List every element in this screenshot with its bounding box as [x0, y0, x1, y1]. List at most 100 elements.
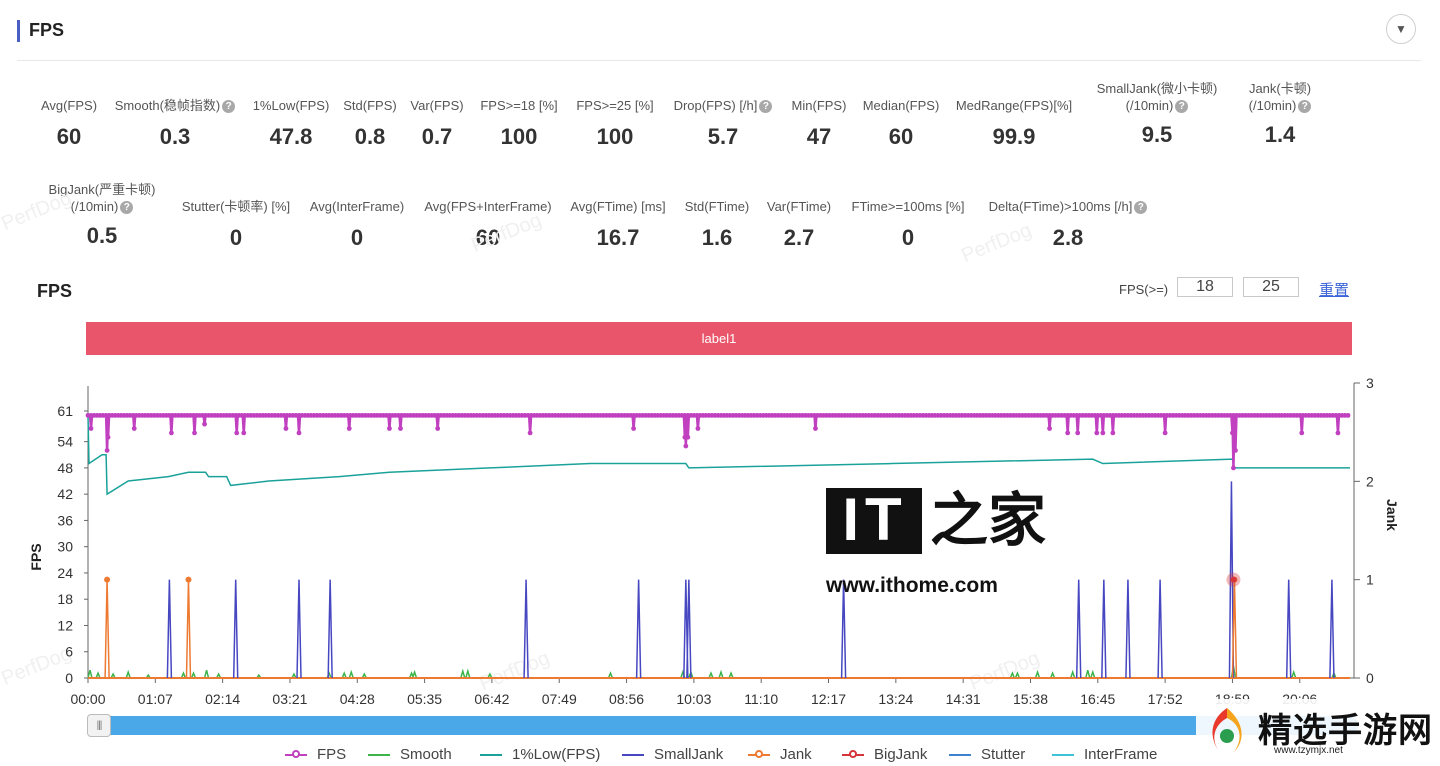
stat-value: 60: [475, 225, 501, 250]
fps-dip-point: [1299, 430, 1305, 436]
threshold-high-input[interactable]: [1243, 277, 1299, 297]
legend-item[interactable]: FPS: [285, 746, 346, 763]
fps-point: [1345, 412, 1351, 418]
fps-dip-point: [1230, 430, 1235, 436]
legend-item[interactable]: Stutter: [949, 746, 1025, 763]
smalljank-spike: [166, 579, 173, 679]
stat-value: 47: [806, 124, 832, 149]
collapse-button[interactable]: ▼: [1386, 14, 1416, 44]
threshold-low-input[interactable]: [1177, 277, 1233, 297]
x-tick-label: 11:10: [744, 691, 778, 707]
stat-value: 0.7: [421, 124, 453, 149]
legend-item[interactable]: Jank: [748, 746, 812, 763]
stat-label-unit: (/10min)?: [1180, 97, 1380, 114]
stat-label-unit: (/10min)?: [2, 198, 202, 215]
slider-handle[interactable]: |||: [87, 714, 111, 737]
stat-item: FPS>=18 [%] 100: [419, 97, 619, 150]
stat-item: Avg(FPS) 60: [0, 97, 169, 150]
fps-dip-point: [683, 443, 689, 449]
stat-label: FPS>=25 [%]: [576, 98, 654, 113]
y-tick-label: 48: [57, 460, 73, 476]
legend-item[interactable]: SmallJank: [622, 746, 723, 763]
help-icon[interactable]: ?: [759, 100, 773, 113]
x-tick-label: 17:52: [1148, 691, 1183, 707]
panel-header: FPS: [17, 0, 1421, 61]
smalljank-spike: [1157, 579, 1163, 679]
reset-link[interactable]: 重置: [1319, 282, 1350, 299]
y-tick-label: 18: [57, 591, 73, 607]
x-tick-label: 02:14: [205, 691, 240, 707]
legend-item[interactable]: Smooth: [368, 746, 452, 763]
stat-label: Avg(FTime) [ms]: [570, 199, 666, 214]
fps-dip-point: [346, 426, 352, 431]
fps-dip-point: [527, 430, 533, 436]
legend-swatch: [285, 749, 307, 758]
stat-value: 1.4: [1264, 122, 1296, 147]
fps-dip-point: [695, 426, 701, 431]
stat-label: Avg(InterFrame): [309, 199, 405, 214]
y-tick-label: 42: [57, 486, 73, 502]
fps-dip-point: [104, 447, 110, 453]
x-tick-label: 06:42: [474, 691, 509, 707]
stat-label-unit: (/10min)?: [1057, 97, 1257, 114]
chart-title: FPS: [37, 281, 73, 301]
stat-item: Stutter(卡顿率) [%] 0: [136, 198, 336, 251]
stat-item: Delta(FTime)>100ms [/h]? 2.8: [968, 198, 1168, 251]
fps-dip-point: [1075, 430, 1081, 436]
legend-label: Smooth: [400, 746, 452, 763]
legend-marker: [292, 749, 300, 758]
time-range-slider[interactable]: [88, 716, 1358, 735]
y-tick-label: 0: [65, 670, 73, 686]
stat-label: Std(FTime): [684, 199, 750, 214]
help-icon[interactable]: ?: [1298, 100, 1312, 113]
stat-value: 60: [56, 124, 82, 149]
stat-label: SmallJank(微小卡顿): [1096, 81, 1218, 96]
smalljank-spike: [1285, 579, 1292, 679]
smalljank-spike: [1329, 579, 1335, 679]
stat-label: Median(FPS): [862, 98, 940, 113]
fps-dip-point: [131, 426, 137, 431]
stat-value: 60: [888, 124, 914, 149]
fps-dip-point: [398, 426, 403, 431]
x-tick-label: 07:49: [542, 691, 577, 707]
fps-dip-point: [88, 426, 94, 431]
stat-value: 100: [596, 124, 634, 149]
y-right-axis-title: Jank: [1384, 499, 1400, 531]
stat-value: 0: [901, 225, 915, 250]
help-icon[interactable]: ?: [1175, 100, 1189, 113]
fps-dip-point: [1065, 430, 1071, 436]
legend-item[interactable]: BigJank: [842, 746, 927, 763]
smalljank-spike: [232, 579, 239, 679]
fps-dip-point: [685, 434, 691, 440]
x-tick-label: 00:00: [70, 691, 105, 707]
stat-label: Avg(FPS+InterFrame): [424, 199, 552, 214]
x-tick-label: 05:35: [407, 691, 442, 707]
stat-item: Var(FPS) 0.7: [337, 97, 537, 150]
label-band-text: label1: [701, 331, 737, 346]
stat-item: Avg(InterFrame) 0: [257, 198, 457, 251]
stat-value: 5.7: [707, 124, 739, 149]
y-tick-label: 6: [65, 644, 73, 660]
stat-value: 0: [350, 225, 364, 250]
label-band[interactable]: label1: [86, 322, 1352, 355]
stat-label: Var(FTime): [766, 199, 832, 214]
y-right-tick-label: 0: [1366, 670, 1374, 686]
chevron-down-icon: ▼: [1395, 22, 1407, 36]
legend-item[interactable]: InterFrame: [1052, 746, 1157, 763]
help-icon[interactable]: ?: [1134, 201, 1148, 214]
x-tick-label: 14:31: [946, 691, 981, 707]
chart-legend: FPS Smooth 1%Low(FPS) SmallJank Jank BigJank S…: [0, 746, 1440, 766]
legend-swatch: [842, 749, 864, 758]
legend-marker: [849, 749, 857, 758]
stat-value: 99.9: [992, 124, 1036, 149]
stat-value: 0.3: [159, 124, 191, 149]
stat-label: Smooth(稳帧指数)?: [75, 97, 275, 114]
help-icon[interactable]: ?: [120, 201, 134, 214]
stat-label: MedRange(FPS)[%]: [955, 98, 1073, 113]
legend-item[interactable]: 1%Low(FPS): [480, 746, 600, 763]
series-fps-line: [88, 414, 1350, 468]
stat-item: Std(FPS) 0.8: [270, 97, 470, 150]
stat-item: Min(FPS) 47: [719, 97, 919, 150]
help-icon[interactable]: ?: [222, 100, 236, 113]
